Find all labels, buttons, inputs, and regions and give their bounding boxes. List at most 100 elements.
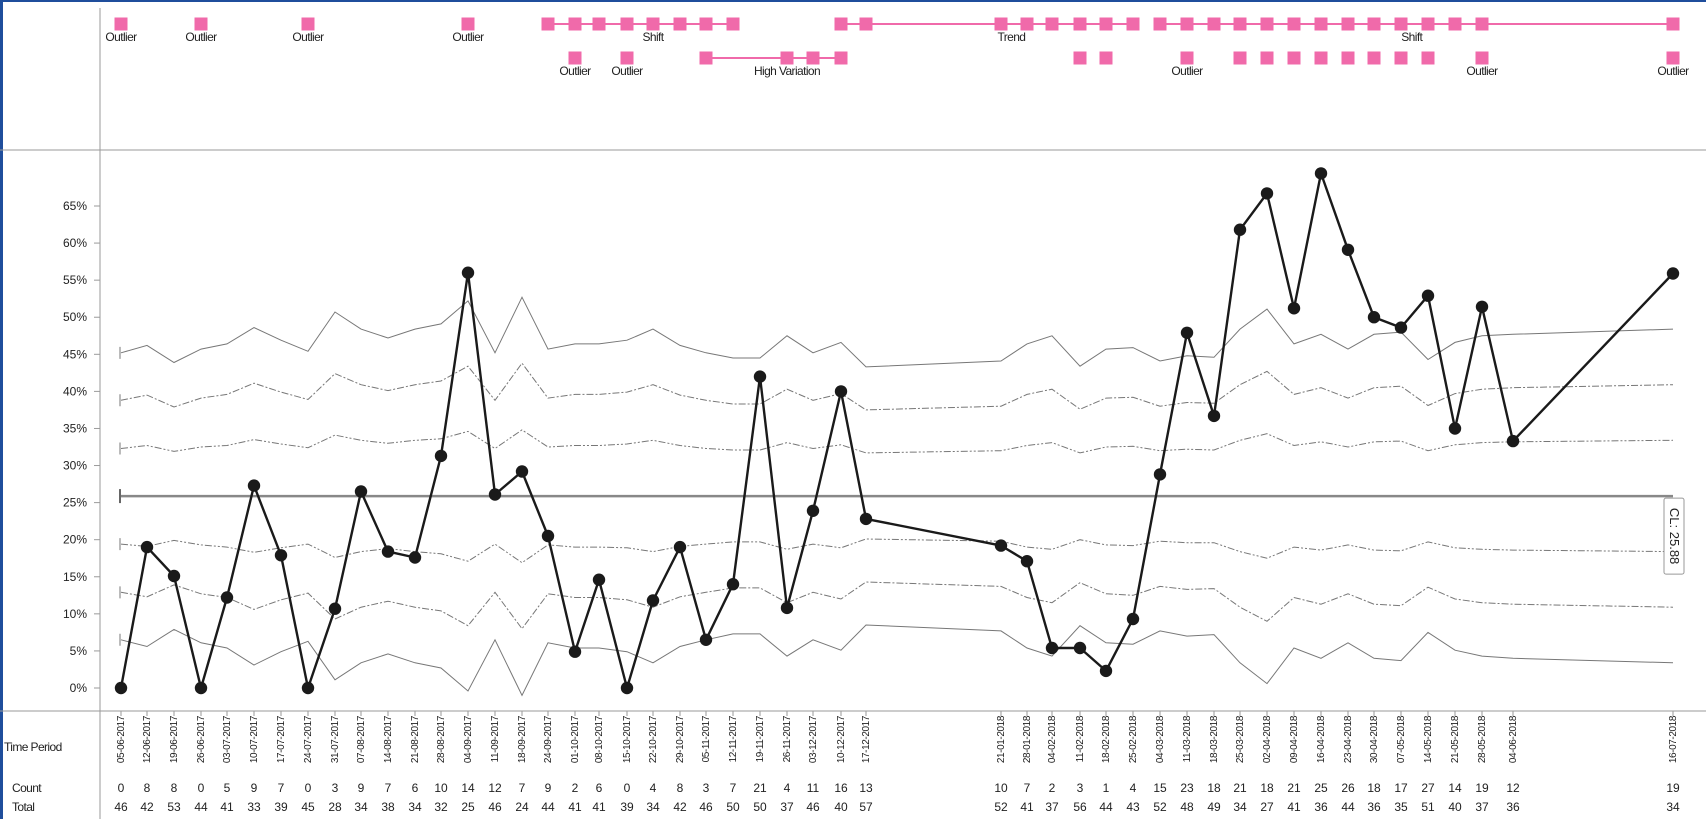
x-date-label: 28-05-2018: [1477, 715, 1488, 763]
shift-label: Shift: [1401, 30, 1423, 44]
rule-marker: [994, 17, 1008, 31]
rule-marker: [114, 17, 128, 31]
rule-marker: [726, 17, 740, 31]
x-date-label: 28-08-2017: [436, 715, 447, 763]
total-value: 42: [673, 800, 687, 814]
total-value: 25: [461, 800, 475, 814]
data-point: [568, 645, 582, 658]
ucl-2sigma-line: [120, 362, 1674, 411]
rule-marker: [1314, 51, 1328, 65]
outlier-label: Outlier: [452, 30, 484, 44]
data-point: [834, 385, 848, 398]
data-point: [1506, 434, 1520, 448]
count-value: 13: [859, 781, 873, 795]
rule-marker: [1099, 51, 1113, 65]
total-value: 34: [1666, 800, 1680, 814]
data-point: [1099, 664, 1113, 678]
total-value: 44: [541, 800, 555, 814]
count-value: 4: [784, 781, 791, 795]
x-date-label: 03-12-2017: [808, 715, 819, 763]
data-point: [1233, 223, 1247, 236]
count-value: 8: [171, 781, 178, 795]
x-date-label: 21-08-2017: [410, 715, 421, 763]
rule-marker: [620, 51, 634, 65]
count-value: 17: [1394, 781, 1408, 795]
count-value: 27: [1421, 781, 1435, 795]
y-tick-label: 40%: [63, 384, 87, 398]
count-row-label: Count: [12, 781, 42, 795]
data-point: [1180, 326, 1194, 339]
data-point: [994, 539, 1008, 552]
x-date-label: 26-06-2017: [196, 715, 207, 763]
count-value: 3: [1077, 781, 1084, 795]
x-date-label: 11-02-2018: [1075, 715, 1086, 762]
total-value: 24: [515, 800, 529, 814]
data-point: [1314, 167, 1328, 180]
x-date-label: 04-02-2018: [1047, 715, 1058, 763]
total-value: 50: [726, 800, 740, 814]
data-point: [488, 488, 502, 501]
total-value: 32: [434, 800, 448, 814]
data-point: [274, 549, 288, 562]
lcl-3sigma-line: [120, 624, 1674, 697]
x-date-label: 07-05-2018: [1396, 715, 1407, 763]
total-value: 45: [301, 800, 315, 814]
y-tick-label: 0%: [70, 681, 88, 695]
data-point: [592, 573, 606, 586]
outlier-label: Outlier: [611, 64, 643, 78]
rule-marker: [646, 17, 660, 31]
data-series-path: [119, 172, 1674, 690]
rule-marker: [194, 17, 208, 31]
ucl-1sigma-line: [120, 429, 1674, 454]
x-date-label: 25-02-2018: [1128, 715, 1139, 763]
data-point: [1153, 468, 1167, 481]
x-date-label: 07-08-2017: [356, 715, 367, 763]
count-value: 11: [807, 781, 820, 795]
rule-marker: [1666, 51, 1680, 65]
total-value: 40: [834, 800, 848, 814]
rule-marker: [541, 17, 555, 31]
x-date-label: 10-07-2017: [249, 715, 260, 763]
total-value: 36: [1506, 800, 1520, 814]
rule-marker: [1287, 51, 1301, 65]
center-line-label: CL: 25.88: [1667, 508, 1682, 564]
data-point: [1475, 300, 1489, 313]
data-point: [541, 529, 555, 543]
x-date-label: 04-06-2018: [1508, 715, 1519, 763]
data-point: [301, 681, 315, 695]
total-value: 33: [247, 800, 261, 814]
count-value: 18: [1260, 781, 1274, 795]
x-date-label: 21-01-2018: [996, 715, 1007, 763]
count-value: 9: [358, 781, 365, 795]
rule-marker: [834, 51, 848, 65]
count-value: 5: [224, 781, 231, 795]
x-axis-table: Time Period Count Total 05-06-201704612-…: [4, 711, 1680, 814]
count-value: 3: [703, 781, 710, 795]
x-date-label: 24-07-2017: [303, 715, 314, 763]
count-value: 0: [624, 781, 631, 795]
data-point: [1073, 641, 1087, 655]
data-point: [140, 540, 154, 554]
lcl-1sigma-line: [120, 538, 1674, 564]
data-point: [1666, 267, 1680, 280]
rule-marker: [1666, 17, 1680, 31]
count-value: 7: [278, 781, 285, 795]
count-value: 21: [1287, 781, 1301, 795]
data-point: [328, 602, 342, 615]
total-value: 57: [859, 800, 873, 814]
x-date-label: 03-07-2017: [222, 715, 233, 763]
rule-marker: [1394, 51, 1408, 65]
count-value: 21: [1233, 781, 1247, 795]
count-value: 8: [144, 781, 151, 795]
total-value: 34: [1233, 800, 1247, 814]
y-axis: 0% 5% 10% 15% 20% 25% 30% 35% 40% 45% 50% 55% 60% 65%: [63, 199, 100, 695]
count-value: 3: [332, 781, 339, 795]
count-value: 8: [677, 781, 684, 795]
count-value: 26: [1341, 781, 1355, 795]
count-value: 21: [753, 781, 767, 795]
data-point: [1020, 555, 1034, 568]
x-date-label: 21-05-2018: [1450, 715, 1461, 763]
outlier-label: Outlier: [559, 64, 591, 78]
rule-marker: [1045, 17, 1059, 31]
y-tick-label: 55%: [63, 273, 87, 287]
